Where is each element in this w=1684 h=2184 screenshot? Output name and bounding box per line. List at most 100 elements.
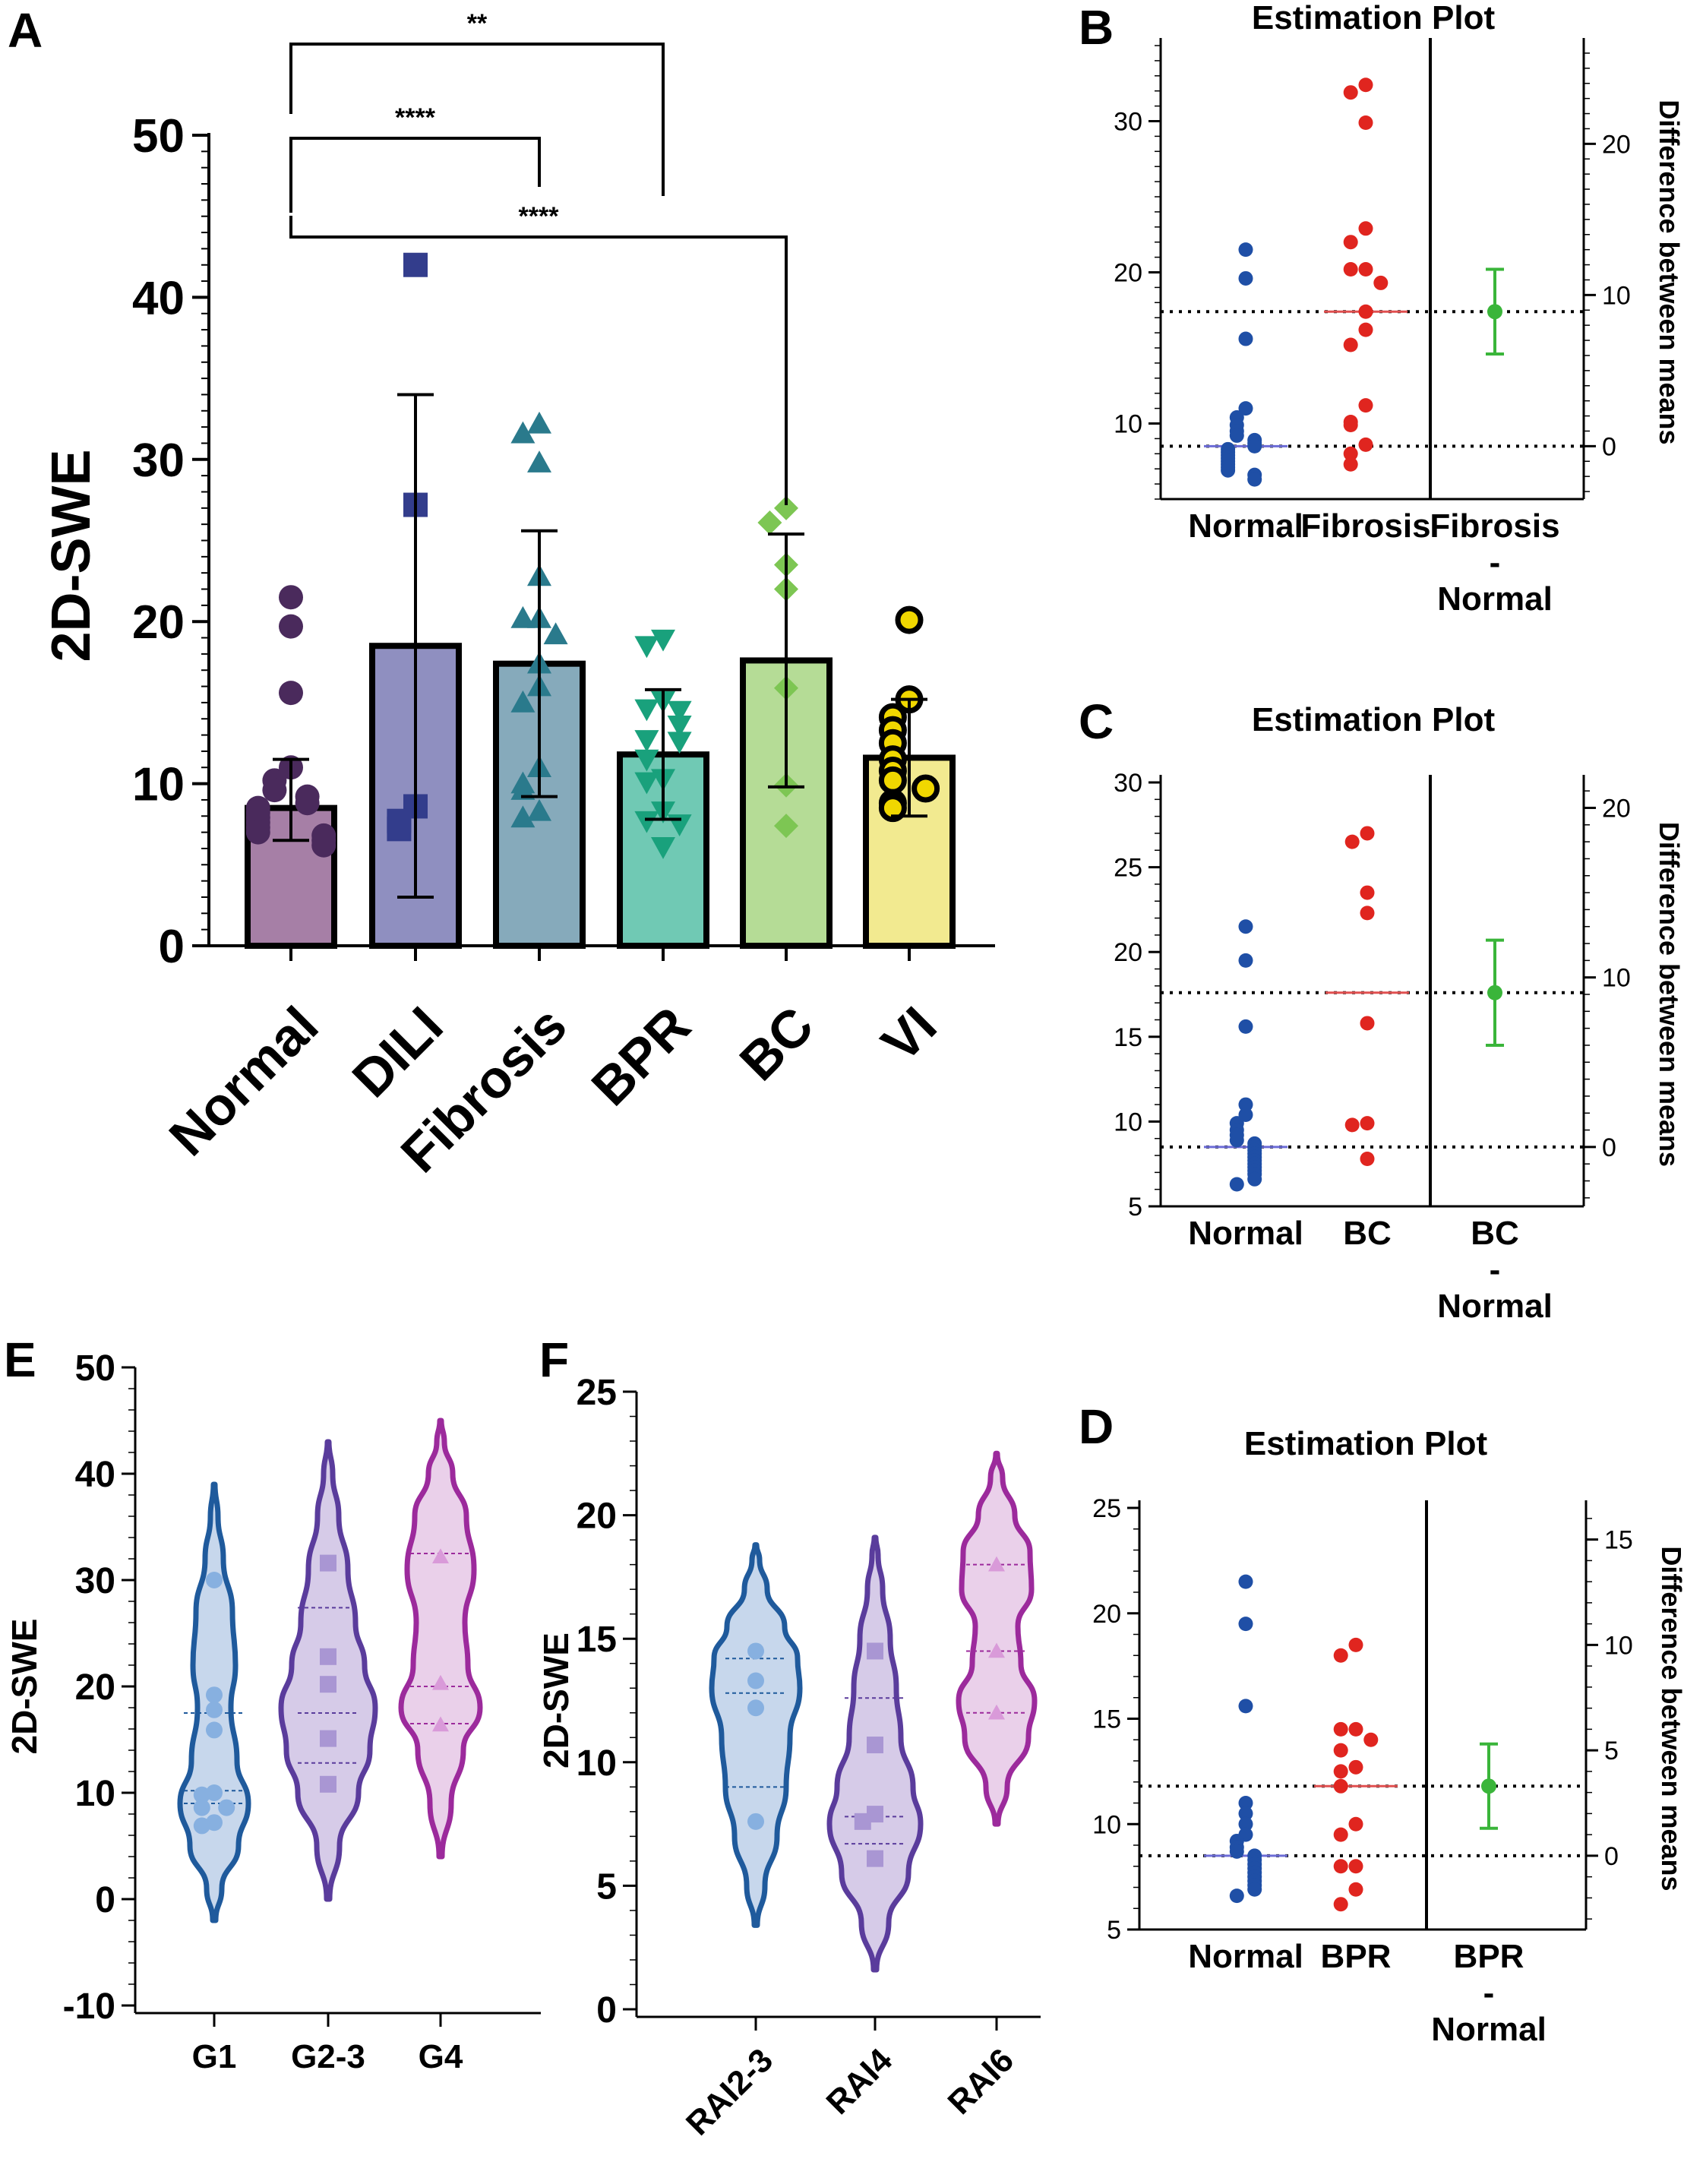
panel-a-point-vi — [878, 794, 907, 823]
panel-b-category-label: Fibrosis — [1300, 507, 1430, 545]
panel-d-group-point — [1333, 1897, 1348, 1912]
panel-f-point — [867, 1642, 883, 1660]
panel-d-right-y-label: Difference between means — [1656, 1546, 1684, 1891]
panel-b-normal-point — [1238, 401, 1253, 416]
panel-a-point-normal — [279, 585, 303, 610]
panel-e-y-tick-label: 30 — [75, 1561, 115, 1601]
panel-a-significance-bracket — [289, 43, 665, 196]
panel-c-right-tick-label: 20 — [1602, 794, 1631, 823]
panel-f-y-tick-label: 15 — [577, 1620, 617, 1660]
panel-e-point — [193, 1799, 210, 1816]
panel-c-group-point — [1344, 834, 1360, 849]
panel-a-point-fibrosis — [527, 798, 551, 821]
panel-d-normal-point — [1238, 1574, 1253, 1589]
panel-a-label: A — [8, 3, 43, 58]
panel-b-category-label: - — [1490, 544, 1501, 581]
panel-c-right-y-label: Difference between means — [1654, 822, 1684, 1167]
panel-d-label: D — [1079, 1399, 1114, 1454]
panel-e-label: E — [4, 1332, 36, 1387]
panel-b-group-point — [1358, 437, 1373, 452]
panel-d-normal-point — [1238, 1806, 1253, 1821]
panel-b-group-point — [1358, 221, 1373, 236]
panel-f-y-tick-label: 5 — [596, 1866, 617, 1907]
panel-c-left-tick-label: 10 — [1114, 1108, 1142, 1136]
panel-a-significance-label: **** — [519, 202, 560, 231]
panel-a-point-bpr — [667, 715, 692, 738]
panel-b-normal-point — [1238, 242, 1253, 258]
panel-d-right-tick-label: 15 — [1604, 1526, 1633, 1555]
panel-c-right-tick-label: 0 — [1602, 1133, 1616, 1162]
panel-b-group-point — [1343, 85, 1358, 100]
panel-b-normal-point — [1238, 331, 1253, 346]
panel-a-point-fibrosis — [510, 805, 536, 828]
panel-c-group-point — [1360, 1116, 1375, 1131]
panel-a-point-fibrosis — [510, 690, 536, 713]
panel-c-normal-point — [1229, 1177, 1244, 1192]
panel-e-point — [193, 1786, 210, 1803]
panel-d-group-point — [1363, 1732, 1379, 1747]
panel-e-y-tick-label: 40 — [75, 1455, 115, 1495]
panel-b-group-point — [1358, 77, 1373, 93]
panel-e-point — [206, 1784, 223, 1801]
panel-e-y-tick-label: 0 — [95, 1880, 115, 1920]
panel-c-category-label: Normal — [1188, 1215, 1303, 1252]
panel-b-label: B — [1079, 0, 1114, 55]
panel-f-violin-rai2-3 — [709, 1542, 803, 1928]
panel-d-left-tick-label: 25 — [1092, 1494, 1121, 1523]
panel-d-right-tick-label: 0 — [1604, 1842, 1619, 1871]
panel-a-point-dili — [403, 252, 428, 277]
panel-f-point — [747, 1642, 764, 1660]
panel-d-category-label: Normal — [1431, 2011, 1547, 2048]
panel-a-point-fibrosis — [510, 605, 536, 628]
panel-d-left-tick-label: 20 — [1092, 1600, 1121, 1629]
panel-c-group-point — [1344, 1117, 1360, 1133]
panel-f-y-tick-label: 25 — [577, 1373, 617, 1413]
panel-b-group-point — [1343, 417, 1358, 432]
panel-c-category-label: BC — [1471, 1215, 1519, 1252]
panel-d-normal-point — [1238, 1617, 1253, 1632]
panel-e-y-tick-label: 50 — [75, 1348, 115, 1389]
panel-f-y-tick-label: 10 — [577, 1743, 617, 1784]
panel-d-group-point — [1333, 1743, 1348, 1758]
panel-b-category-label: Fibrosis — [1430, 507, 1559, 545]
panel-f-point — [988, 1642, 1005, 1658]
panel-c-label: C — [1079, 694, 1114, 749]
panel-a-point-dili — [387, 817, 412, 842]
panel-a-y-tick-label: 10 — [132, 759, 185, 811]
panel-a-point-normal — [279, 681, 303, 706]
panel-a-point-bpr — [634, 636, 659, 659]
panel-a-point-bpr — [651, 837, 675, 859]
panel-f-point — [867, 1737, 883, 1754]
panel-e-point — [432, 1674, 449, 1690]
panel-d-category-label: BPR — [1321, 1938, 1392, 1975]
panel-c-left-tick-label: 20 — [1114, 938, 1142, 967]
panel-a-category-label: BPR — [580, 995, 702, 1117]
panel-a-point-vi — [878, 766, 907, 795]
panel-c-group-point — [1360, 1152, 1375, 1167]
panel-d-group-point — [1348, 1859, 1363, 1874]
panel-a-significance-bracket — [289, 216, 788, 505]
panel-a-significance-label: ** — [467, 9, 488, 38]
panel-a-category-label: DILI — [341, 995, 454, 1108]
panel-b-left-tick-label: 10 — [1114, 410, 1142, 439]
panel-c-normal-point — [1238, 919, 1253, 934]
panel-d-category-label: - — [1483, 1974, 1495, 2012]
panel-d-normal-point — [1229, 1844, 1244, 1859]
panel-c-left-tick-label: 15 — [1114, 1023, 1142, 1052]
panel-b-group-point — [1358, 115, 1373, 130]
panel-b-group-point — [1343, 337, 1358, 352]
panel-f-point — [747, 1672, 764, 1689]
panel-e-y-tick-label: 10 — [75, 1774, 115, 1814]
panel-f-category-label: RAI2-3 — [679, 2041, 780, 2142]
panel-c-normal-point — [1229, 1133, 1244, 1148]
panel-a-y-tick-label: 50 — [132, 110, 185, 163]
panel-e-point — [206, 1572, 223, 1588]
panel-a-point-bpr — [634, 699, 659, 722]
panel-b-normal-point — [1247, 472, 1262, 487]
panel-c-normal-point — [1238, 1019, 1253, 1034]
panel-e-point — [320, 1676, 336, 1693]
panel-f-violin-rai6 — [956, 1450, 1038, 1827]
panel-c-left-tick-label: 25 — [1114, 854, 1142, 883]
panel-e-point — [206, 1686, 223, 1704]
panel-b-category-label: Normal — [1188, 507, 1303, 545]
